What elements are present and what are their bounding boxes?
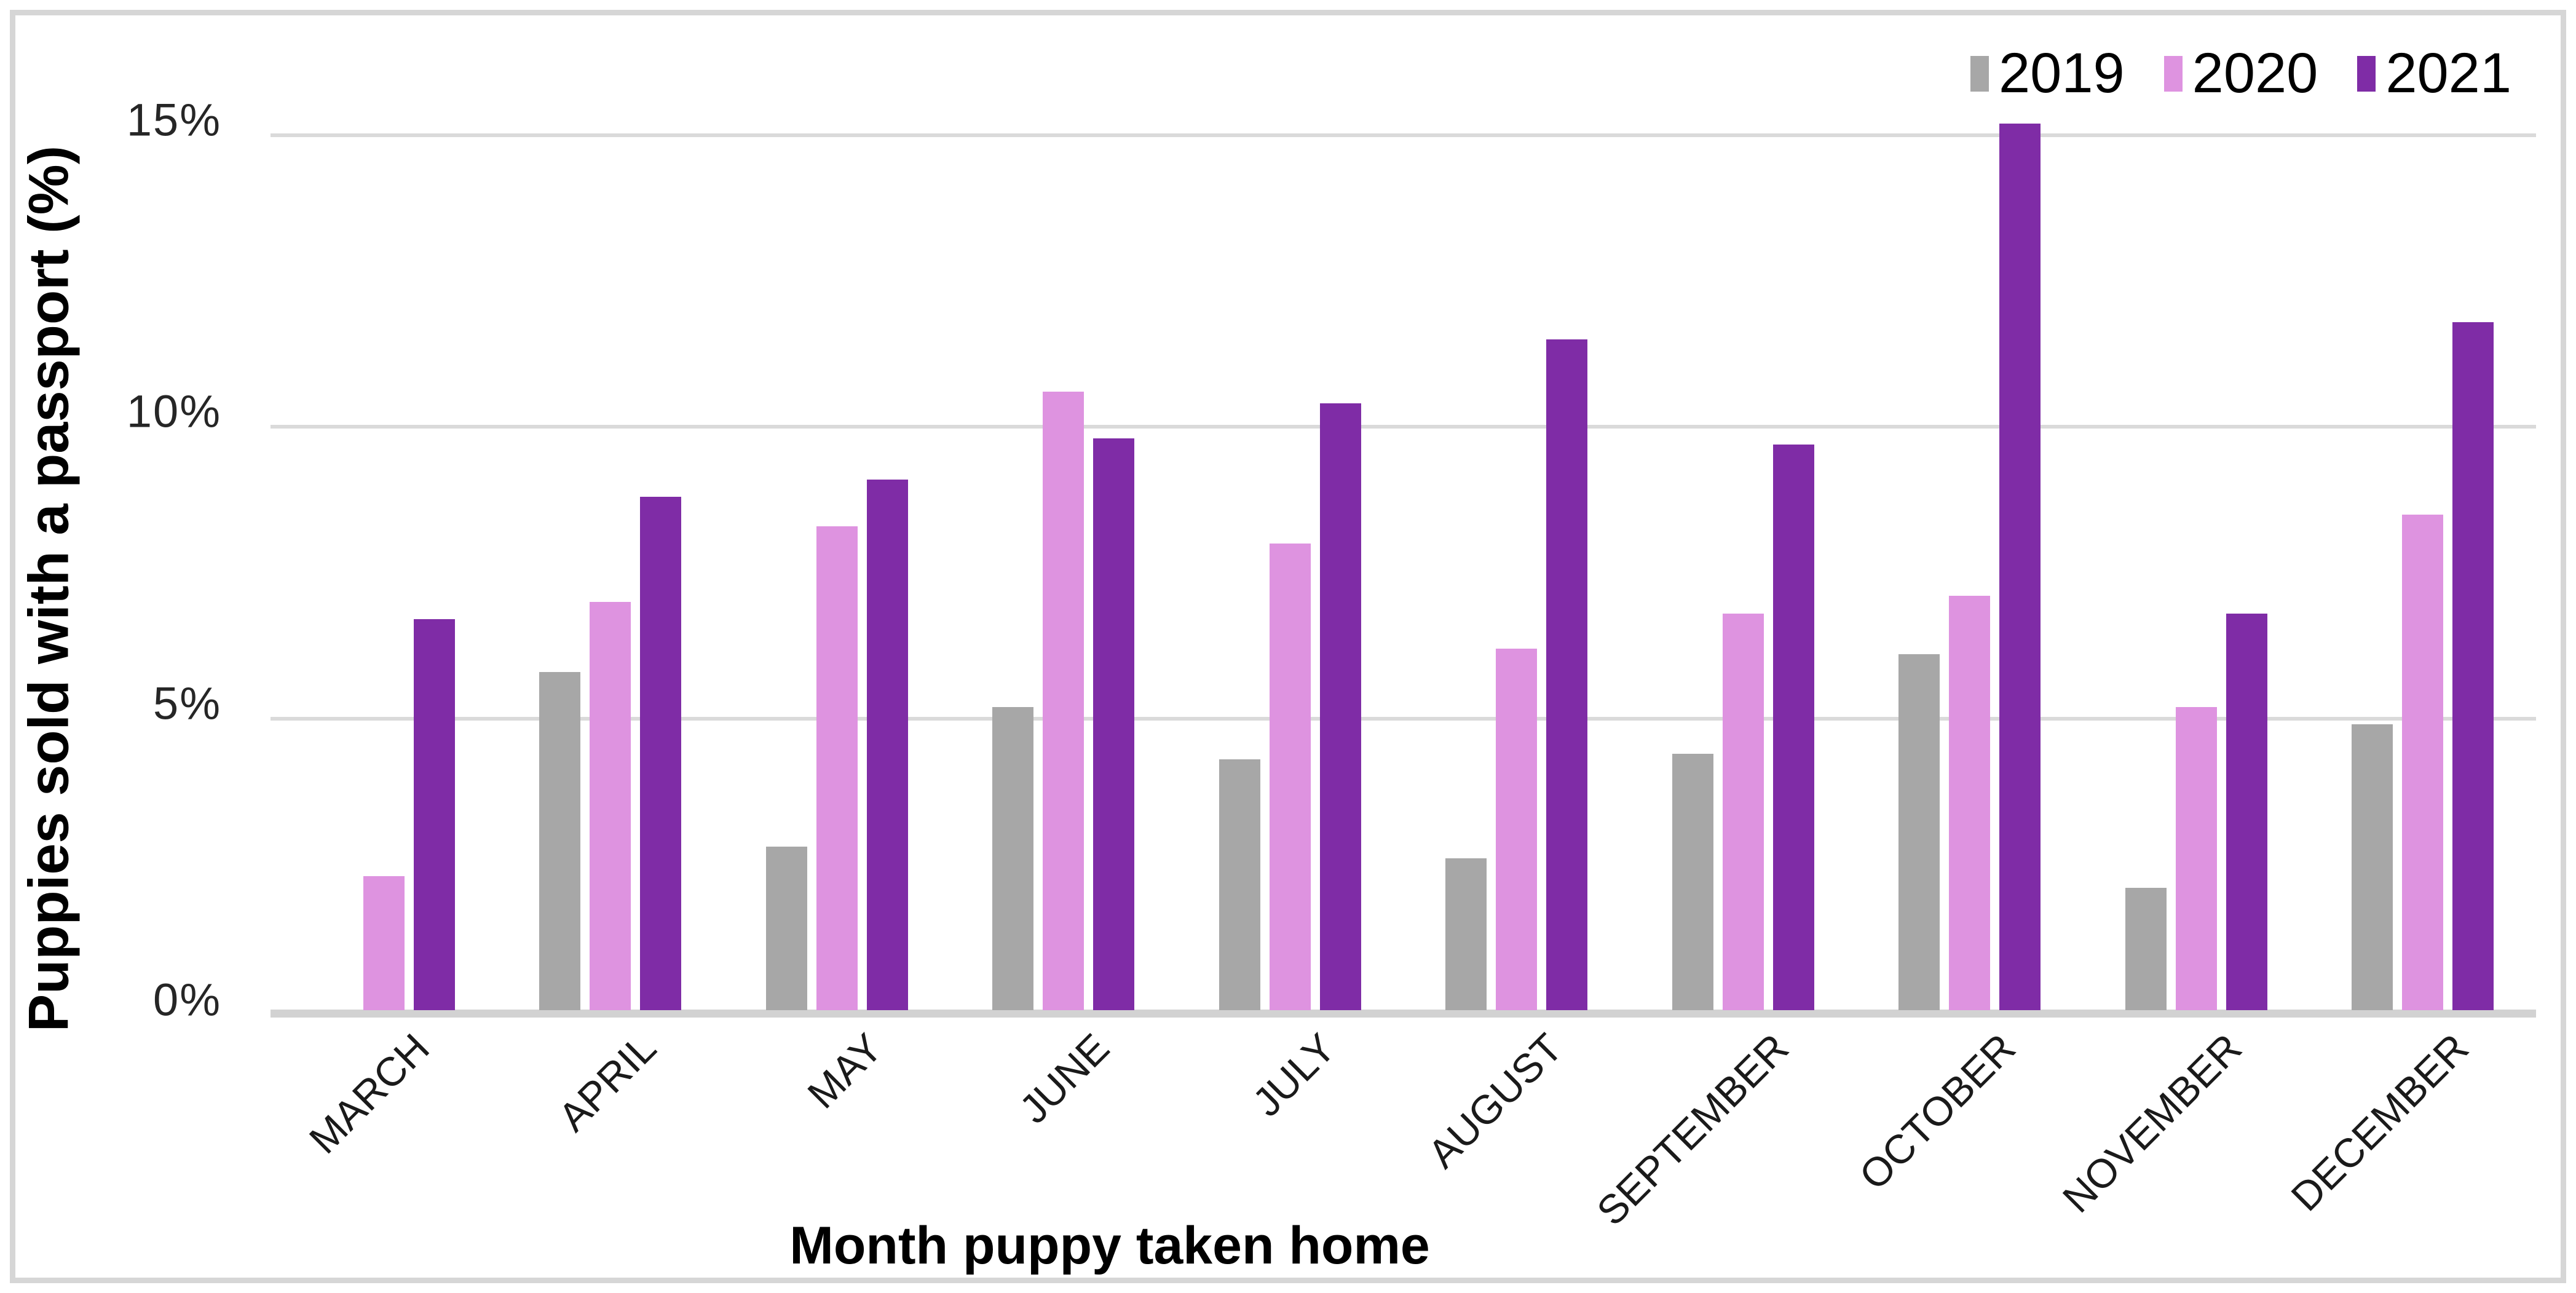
y-tick-label-0%: 0% [153, 974, 221, 1026]
bar-july-2019 [1219, 759, 1260, 1010]
bar-november-2019 [2125, 888, 2167, 1010]
bar-november-2020 [2175, 707, 2217, 1010]
bar-group-july [1177, 120, 1404, 1010]
bar-april-2020 [590, 602, 631, 1010]
bar-may-2019 [765, 847, 807, 1010]
bar-july-2021 [1319, 403, 1361, 1010]
bar-march-2020 [363, 876, 405, 1010]
gridline-15% [271, 133, 2536, 137]
y-tick-label-5%: 5% [153, 678, 221, 729]
bar-march-2021 [413, 619, 455, 1010]
bar-june-2020 [1043, 392, 1085, 1010]
bar-september-2019 [1672, 754, 1713, 1010]
y-axis-title: Puppies sold with a passport (%) [17, 145, 81, 1032]
bar-august-2019 [1445, 858, 1487, 1010]
bar-september-2021 [1772, 445, 1814, 1010]
bar-december-2020 [2402, 515, 2444, 1010]
bar-december-2021 [2452, 322, 2494, 1010]
y-tick-label-15%: 15% [126, 94, 221, 146]
legend-swatch-2019 [1970, 55, 1989, 92]
bar-april-2021 [640, 497, 682, 1010]
gridline-10% [271, 425, 2536, 429]
bar-december-2019 [2352, 724, 2393, 1010]
legend-item-2019: 2019 [1970, 41, 2125, 106]
x-tick-label-november: NOVEMBER [2053, 1024, 2251, 1222]
bar-group-october [1857, 120, 2084, 1010]
x-axis-line [271, 1010, 2536, 1018]
bar-june-2019 [992, 707, 1034, 1010]
x-tick-label-march: MARCH [300, 1024, 438, 1163]
x-tick-label-may: MAY [799, 1024, 891, 1117]
bar-october-2020 [1949, 596, 1991, 1010]
bar-may-2020 [816, 526, 858, 1010]
x-axis-title: Month puppy taken home [789, 1216, 1430, 1275]
legend-label-2021: 2021 [2385, 42, 2511, 105]
legend-label-2019: 2019 [1998, 42, 2125, 105]
bar-group-august [1404, 120, 1630, 1010]
bar-october-2021 [1999, 124, 2041, 1010]
x-tick-label-october: OCTOBER [1850, 1024, 2024, 1198]
plot-area [271, 120, 2536, 1018]
bar-august-2021 [1546, 339, 1588, 1010]
bar-group-april [497, 120, 724, 1010]
bar-may-2021 [866, 480, 908, 1010]
y-tick-label-10%: 10% [126, 386, 221, 437]
x-tick-label-december: DECEMBER [2282, 1024, 2477, 1220]
bar-group-september [1630, 120, 1857, 1010]
bar-groups-layer [271, 120, 2536, 1010]
bar-group-march [271, 120, 497, 1010]
bar-april-2019 [539, 672, 581, 1010]
x-tick-label-august: AUGUST [1418, 1024, 1571, 1177]
bar-july-2020 [1269, 544, 1311, 1010]
legend: 2019 2020 2021 [1970, 41, 2511, 106]
bar-group-december [2310, 120, 2537, 1010]
chart-frame: 2019 2020 2021 Puppies sold with a passpor… [10, 10, 2566, 1283]
x-tick-label-april: APRIL [549, 1024, 665, 1140]
bar-august-2020 [1496, 649, 1538, 1010]
legend-label-2020: 2020 [2192, 42, 2318, 105]
x-tick-label-june: JUNE [1010, 1024, 1118, 1132]
bar-group-may [724, 120, 950, 1010]
bar-november-2021 [2226, 614, 2267, 1010]
bar-june-2021 [1093, 438, 1135, 1010]
legend-item-2021: 2021 [2357, 41, 2511, 106]
bar-group-november [2083, 120, 2310, 1010]
gridline-5% [271, 716, 2536, 721]
legend-swatch-2020 [2163, 55, 2183, 92]
legend-item-2020: 2020 [2163, 41, 2318, 106]
legend-swatch-2021 [2357, 55, 2376, 92]
x-tick-label-july: JULY [1244, 1024, 1345, 1125]
bar-september-2020 [1722, 614, 1764, 1010]
bar-october-2019 [1898, 654, 1940, 1010]
bar-group-june [950, 120, 1177, 1010]
x-tick-label-september: SEPTEMBER [1588, 1024, 1798, 1234]
